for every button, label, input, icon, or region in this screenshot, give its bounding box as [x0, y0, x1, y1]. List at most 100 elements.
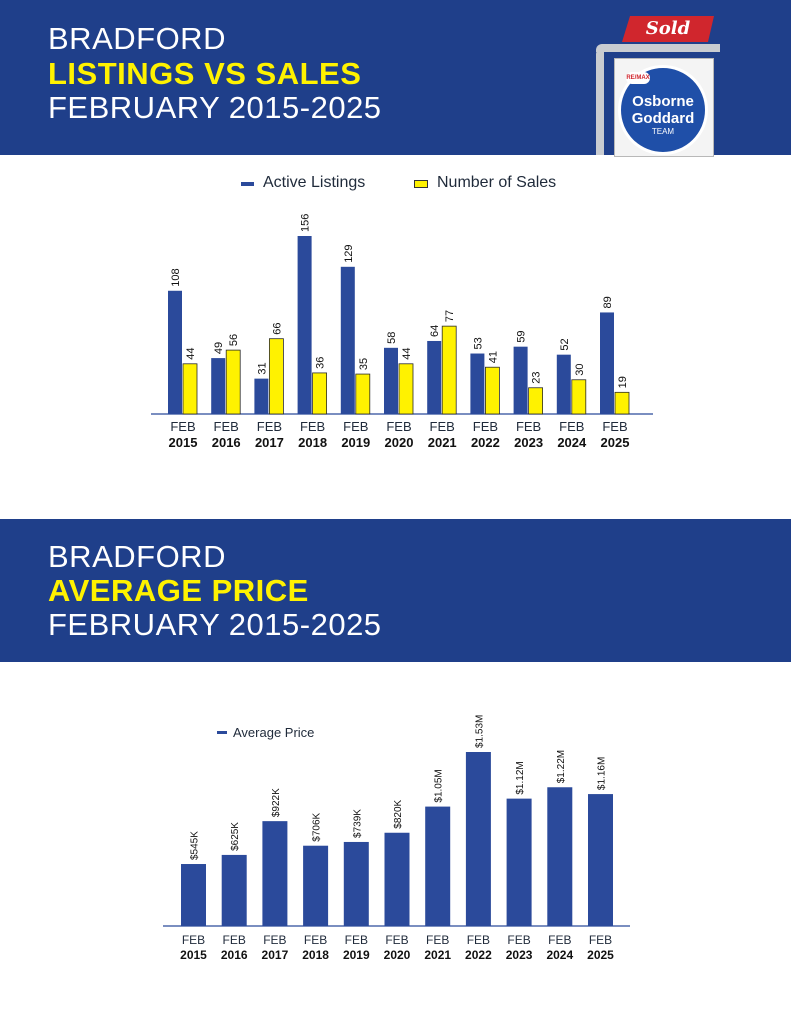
x-tick-month: FEB: [182, 933, 205, 947]
listings-bar: [297, 236, 312, 414]
header-banner-listings: BRADFORD LISTINGS VS SALES FEBRUARY 2015…: [0, 0, 791, 157]
x-tick-year: 2020: [384, 948, 411, 962]
legend-listings-swatch: [241, 182, 254, 186]
x-tick-month: FEB: [467, 933, 490, 947]
x-tick-month: FEB: [214, 419, 239, 434]
sign-post-arm: [596, 44, 720, 52]
x-tick-year: 2024: [557, 435, 587, 450]
x-tick-year: 2016: [212, 435, 241, 450]
x-tick-month: FEB: [516, 419, 541, 434]
sales-data-label: 30: [574, 364, 586, 376]
price-data-label: $545K: [190, 831, 201, 860]
legend-sales-swatch: [414, 180, 428, 188]
price-data-label: $820K: [393, 799, 404, 828]
x-tick-month: FEB: [386, 419, 411, 434]
x-tick-year: 2021: [428, 435, 457, 450]
sales-data-label: 44: [401, 348, 413, 360]
average-price-chart: $545KFEB2015$625KFEB2016$922KFEB2017$706…: [163, 715, 630, 962]
sales-data-label: 35: [358, 358, 370, 370]
header2-period-title: FEBRUARY 2015-2025: [48, 607, 382, 642]
price-bar: [181, 864, 206, 926]
x-tick-year: 2016: [221, 948, 248, 962]
listings-data-label: 129: [343, 244, 355, 262]
x-tick-month: FEB: [589, 933, 612, 947]
price-bar: [343, 841, 369, 926]
legend-price-label: Average Price: [233, 725, 315, 740]
listings-data-label: 53: [472, 337, 484, 349]
listings-bar: [556, 354, 571, 414]
price-data-label: $1.12M: [515, 761, 526, 794]
price-data-label: $1.16M: [597, 757, 608, 790]
price-data-label: $1.53M: [474, 715, 485, 748]
header2-city-title: BRADFORD: [48, 539, 226, 574]
x-tick-month: FEB: [345, 933, 368, 947]
sales-data-label: 66: [271, 322, 283, 334]
price-bar: [221, 854, 247, 926]
x-tick-month: FEB: [343, 419, 368, 434]
sales-bar: [528, 387, 543, 415]
sales-bar: [355, 373, 371, 415]
sold-sign-logo: Sold RE/MAX Osborne Goddard TEAM: [596, 14, 726, 157]
listings-data-label: 59: [516, 330, 528, 342]
x-tick-month: FEB: [559, 419, 584, 434]
sold-text: Sold: [645, 18, 691, 39]
logo-team-label: TEAM: [651, 127, 675, 136]
x-tick-month: FEB: [170, 419, 195, 434]
x-tick-year: 2018: [302, 948, 329, 962]
sales-data-label: 36: [315, 357, 327, 369]
x-tick-month: FEB: [300, 419, 325, 434]
sales-bar: [484, 366, 500, 415]
price-bar: [425, 806, 451, 926]
x-tick-month: FEB: [263, 933, 286, 947]
legend-listings-label: Active Listings: [263, 174, 366, 191]
sales-data-label: 77: [444, 310, 456, 322]
sign-post: [596, 50, 604, 155]
x-tick-year: 2017: [262, 948, 289, 962]
x-tick-month: FEB: [548, 933, 571, 947]
x-tick-year: 2015: [180, 948, 207, 962]
sales-data-label: 19: [617, 376, 629, 388]
listings-data-label: 64: [429, 325, 441, 337]
sales-bar: [182, 363, 198, 415]
sales-bar: [398, 363, 414, 415]
header-banner-price: BRADFORD AVERAGE PRICE FEBRUARY 2015-202…: [0, 519, 791, 662]
x-tick-month: FEB: [304, 933, 327, 947]
x-tick-month: FEB: [473, 419, 498, 434]
x-tick-year: 2023: [514, 435, 543, 450]
sales-bar: [441, 325, 457, 415]
x-tick-month: FEB: [257, 419, 282, 434]
header-period-title: FEBRUARY 2015-2025: [48, 90, 382, 125]
x-tick-year: 2019: [343, 948, 370, 962]
price-bar: [465, 752, 491, 926]
price-bar: [506, 798, 532, 926]
header-chart-title: LISTINGS VS SALES: [48, 56, 362, 91]
x-tick-year: 2015: [169, 435, 198, 450]
sales-data-label: 41: [487, 351, 499, 363]
header-city-title: BRADFORD: [48, 21, 226, 56]
x-tick-year: 2023: [506, 948, 533, 962]
legend-sales-label: Number of Sales: [437, 174, 557, 191]
listings-data-label: 108: [170, 268, 182, 286]
listings-bar: [254, 378, 269, 414]
logo-name-line1: Osborne: [632, 93, 694, 110]
price-bar: [303, 845, 329, 926]
listings-bar: [427, 340, 442, 414]
legend-price-swatch: [217, 731, 227, 734]
listings-vs-sales-chart: 10844FEB20154956FEB20163166FEB201715636F…: [151, 214, 653, 450]
sales-data-label: 56: [228, 334, 240, 346]
price-data-label: $625K: [230, 822, 241, 851]
x-tick-month: FEB: [507, 933, 530, 947]
price-bar: [262, 821, 288, 926]
listings-bar: [168, 290, 182, 414]
x-tick-month: FEB: [430, 419, 455, 434]
listings-bar: [340, 266, 355, 414]
x-tick-year: 2022: [471, 435, 500, 450]
price-bar: [384, 832, 410, 926]
logo-name-line2: Goddard: [631, 110, 695, 127]
remax-badge: RE/MAX: [626, 72, 650, 84]
listings-data-label: 52: [559, 338, 571, 350]
sales-bar: [268, 338, 284, 415]
listings-data-label: 58: [386, 332, 398, 344]
listings-bar: [513, 346, 528, 414]
price-data-label: $1.05M: [434, 769, 445, 802]
